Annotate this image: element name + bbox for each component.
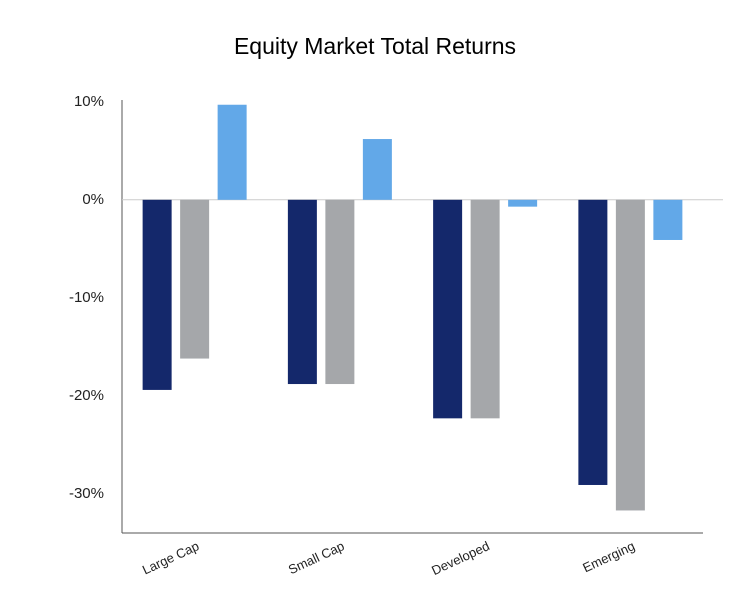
- bar: [325, 199, 355, 385]
- x-tick-label: Emerging: [580, 538, 637, 575]
- bar: [578, 199, 608, 485]
- bar: [287, 199, 317, 385]
- bar: [142, 199, 172, 390]
- bar: [180, 199, 210, 359]
- y-tick-label: -20%: [69, 387, 104, 404]
- y-tick-label: 0%: [82, 191, 104, 208]
- y-tick-label: -30%: [69, 485, 104, 502]
- x-tick-label: Large Cap: [140, 538, 201, 577]
- bar: [653, 199, 683, 240]
- bar: [433, 199, 463, 419]
- bar: [508, 199, 538, 207]
- x-tick-label: Developed: [429, 538, 492, 578]
- bar: [470, 199, 500, 419]
- x-tick-label: Small Cap: [286, 538, 347, 577]
- bar: [362, 139, 392, 200]
- bar: [615, 199, 645, 511]
- y-tick-label: -10%: [69, 289, 104, 306]
- chart-title: Equity Market Total Returns: [234, 33, 516, 59]
- y-tick-label: 10%: [74, 93, 104, 110]
- bar: [217, 104, 247, 200]
